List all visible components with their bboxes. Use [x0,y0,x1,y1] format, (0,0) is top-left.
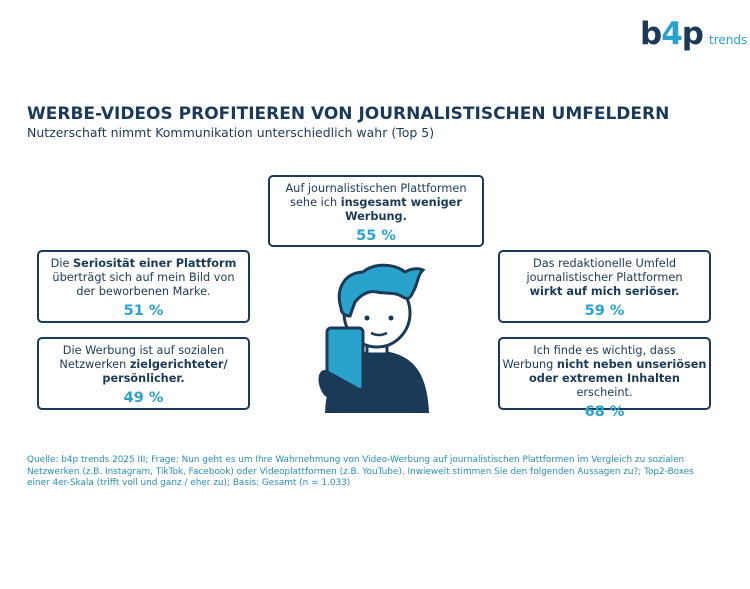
statement-text: nicht neben unseriösen [556,358,707,371]
source-line: Quelle: b4p trends 2025 III; Frage: Nun … [27,455,685,465]
statement-box: Die Seriosität einer Plattform überträgt … [37,250,250,323]
statement-text: insgesamt weniger [340,196,462,209]
statement-text: erscheint. [576,386,633,399]
subtitle: Nutzerschaft nimmt Kommunikation untersc… [27,125,435,140]
statement-text: wirkt auf mich seriöser. [529,285,680,298]
statement-box: Ich finde es wichtig, dass Werbung nicht … [498,337,711,419]
statement-line: Netzwerken zielgerichteter/ [39,358,248,372]
source-note: Quelle: b4p trends 2025 III; Frage: Nun … [27,455,694,490]
statement-line: überträgt sich auf mein Bild von [39,271,248,285]
statement-line: sehe ich insgesamt weniger [270,196,482,210]
statement-text: persönlicher. [102,372,185,385]
statement-line: Ich finde es wichtig, dass [500,344,709,358]
statement-text: Auf journalistischen Plattformen [285,182,467,195]
percentage: 49 % [123,390,164,406]
logo-text: b [640,16,662,52]
logo-text: 4 [661,16,683,52]
statement-text: Werbung [502,358,557,371]
statement-line: der beworbenen Marke. [39,285,248,299]
person-illustration [318,263,429,413]
statement-text: zielgerichteter/ [129,358,228,371]
statement-text: Netzwerken [59,358,130,371]
statement-text: Werbung. [345,210,407,223]
statement-box: Das redaktionelle Umfeld journalistischer… [498,250,711,323]
statement-line: journalistischer Plattformen [500,271,709,285]
source-line: Netzwerken (z.B. Instagram, TikTok, Face… [27,466,694,477]
logo: b4p trends [640,16,747,52]
percentage: 55 % [356,228,396,244]
percentage: 59 % [584,303,625,319]
statement-box: Die Werbung ist auf sozialen Netzwerken z… [37,337,250,410]
statement-text: Die Werbung ist auf sozialen [62,344,225,357]
logo-text: p [681,16,704,52]
statement-line: Werbung nicht neben unseriösen [500,358,709,372]
statement-text: Ich finde es wichtig, dass [533,344,676,357]
statement-line: wirkt auf mich seriöser. [500,285,709,299]
statement-text: Die [50,257,74,270]
statement-line: persönlicher. [39,372,248,386]
statement-text: Das redaktionelle Umfeld [533,257,676,270]
statement-line: Das redaktionelle Umfeld [500,257,709,271]
statement-text: Seriosität einer Plattform [73,257,237,270]
statement-text: journalistischer Plattformen [526,271,683,284]
percentage: 68 % [584,404,625,420]
statement-line: Die Werbung ist auf sozialen [39,344,248,358]
statement-line: Werbung. [270,210,482,224]
source-line: einer 4er-Skala (trifft voll und ganz / … [27,478,351,488]
statement-text: oder extremen Inhalten [529,372,680,385]
logo-tag: trends [708,33,748,47]
statement-text: überträgt sich auf mein Bild von [52,271,235,284]
statement-line: Auf journalistischen Plattformen [270,182,482,196]
statement-text: sehe ich [290,196,341,209]
statement-box: Auf journalistischen Plattformen sehe ich… [268,175,484,247]
statement-line: oder extremen Inhalten erscheint. [500,372,709,400]
statement-text: der beworbenen Marke. [76,285,211,298]
title: WERBE-VIDEOS PROFITIEREN VON JOURNALISTI… [27,104,670,124]
statement-line: Die Seriosität einer Plattform [39,257,248,271]
percentage: 51 % [123,303,164,319]
